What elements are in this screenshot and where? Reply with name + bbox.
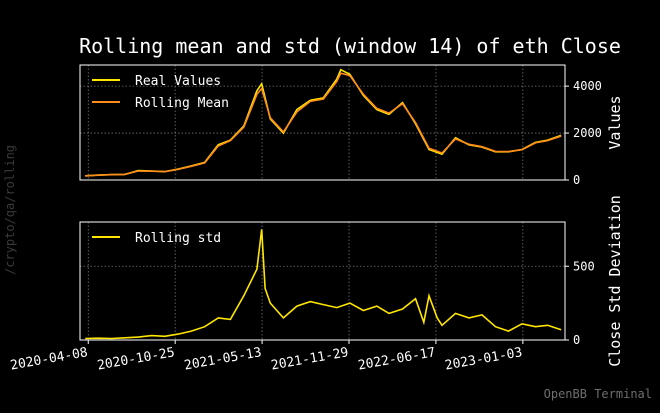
x-tick-label: 2023-01-03: [444, 345, 524, 373]
x-tick-label: 2022-06-17: [357, 345, 437, 373]
axes-frame: [79, 221, 566, 341]
legend-label: Real Values: [135, 74, 221, 89]
plot-panel-1: 0 2000 4000 Values Real Values Rolling Mean: [79, 64, 624, 187]
side-path-label: /crypto/qa/rolling: [2, 140, 22, 280]
x-tick-label: 2021-11-29: [270, 345, 350, 373]
y-tick-label: 0: [573, 333, 580, 347]
y-axis-label: Close Std Deviation: [606, 195, 624, 367]
series-line-rolling-std: [85, 229, 562, 340]
plot-panel-2: 0 500 Close Std Deviation Rolling std: [79, 195, 624, 367]
legend-label: Rolling Mean: [135, 96, 229, 111]
watermark: OpenBB Terminal: [543, 387, 652, 401]
series-line-rolling-mean: [85, 72, 562, 177]
x-tick-label: 2020-04-08: [9, 345, 89, 373]
x-tick-label: 2020-10-25: [96, 345, 176, 373]
y-tick-label: 0: [573, 173, 580, 187]
y-tick-label: 2000: [573, 126, 602, 140]
chart-title: Rolling mean and std (window 14) of eth …: [79, 34, 621, 58]
y-tick-label: 4000: [573, 79, 602, 93]
y-axis-label: Values: [606, 95, 624, 149]
legend-label: Rolling std: [135, 231, 221, 246]
axes-frame: [79, 64, 566, 181]
svg-text:/crypto/qa/rolling: /crypto/qa/rolling: [3, 145, 17, 275]
y-tick-label: 500: [573, 259, 595, 273]
x-tick-label: 2021-05-13: [183, 345, 263, 373]
